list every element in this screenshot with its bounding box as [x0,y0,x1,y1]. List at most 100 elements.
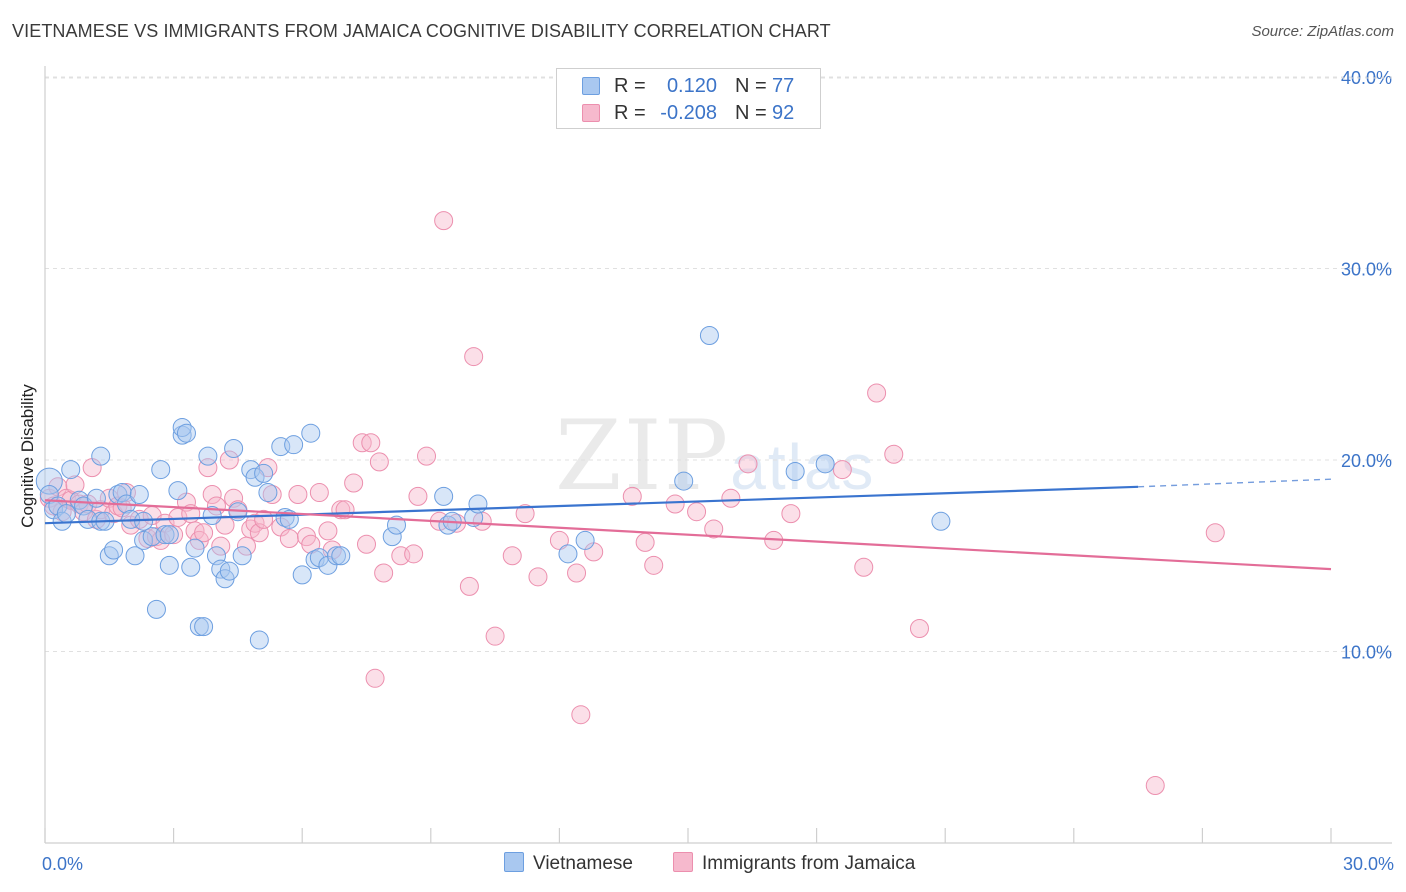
data-point-vietnamese [185,538,205,558]
y-axis-title: Cognitive Disability [18,384,37,528]
data-point-vietnamese [194,617,214,637]
data-point-jamaica [374,563,394,583]
data-point-vietnamese [91,446,111,466]
chart-title: VIETNAMESE VS IMMIGRANTS FROM JAMAICA CO… [12,21,831,41]
data-point-vietnamese [56,504,76,524]
data-point-vietnamese [224,439,244,459]
data-point-vietnamese [198,446,218,466]
data-point-jamaica [464,347,484,367]
data-point-vietnamese [254,463,274,483]
data-point-jamaica [1205,523,1225,543]
data-point-jamaica [832,460,852,480]
bottom-legend-jamaica: Immigrants from Jamaica [673,852,915,875]
data-point-vietnamese [189,617,209,637]
watermark-main: ZIP [555,400,731,512]
trendline-vietnamese-extension [1138,478,1332,488]
data-point-jamaica [854,557,874,577]
data-point-jamaica [194,523,214,543]
data-point-jamaica [309,483,329,503]
legend-r-label: R = [614,102,646,124]
data-point-jamaica [721,488,741,508]
data-point-vietnamese [575,530,595,550]
data-point-jamaica [417,446,437,466]
data-point-vietnamese [219,561,239,581]
watermark: ZIPatlas [555,400,875,512]
data-point-vietnamese [292,565,312,585]
data-point-jamaica [459,576,479,596]
data-point-vietnamese [382,527,402,547]
data-point-jamaica [635,532,655,552]
data-point-vietnamese [326,546,346,566]
data-point-vietnamese [125,546,145,566]
bottom-legend-swatch-jamaica [673,852,693,872]
data-point-vietnamese [146,599,166,619]
data-point-jamaica [884,444,904,464]
data-point-vietnamese [284,435,304,455]
data-point-jamaica [369,452,389,472]
data-point-vietnamese [249,630,269,650]
legend-r-label: R = [614,75,646,97]
data-point-vietnamese [104,540,124,560]
data-point-jamaica [318,521,338,541]
data-point-vietnamese [258,483,278,503]
x-tick-label: 30.0% [1343,854,1394,874]
data-point-jamaica [567,563,587,583]
data-point-jamaica [288,484,308,504]
legend-r-value: -0.208 [660,102,717,124]
data-point-vietnamese [159,555,179,575]
trendline-jamaica [44,499,1332,571]
data-point-jamaica [211,536,231,556]
legend-n-label: N = [735,75,767,97]
data-point-vietnamese [558,544,578,564]
legend-n-value: 92 [772,102,795,124]
data-point-jamaica [738,454,758,474]
bottom-legend-vietnamese: Vietnamese [504,852,633,875]
data-point-vietnamese [202,506,222,526]
data-point-jamaica [344,473,364,493]
data-point-vietnamese [86,488,106,508]
data-point-vietnamese [301,423,321,443]
data-point-jamaica [909,619,929,639]
data-point-vietnamese [176,423,196,443]
data-point-jamaica [65,475,85,495]
y-tick-label: 10.0% [1341,643,1392,663]
data-point-jamaica [515,504,535,524]
source-label: Source: ZipAtlas.com [1251,23,1394,40]
legend-swatch-jamaica [582,104,600,122]
data-point-jamaica [528,567,548,587]
data-point-jamaica [404,544,424,564]
legend-swatch-vietnamese [582,77,600,95]
bottom-legend-label-jamaica: Immigrants from Jamaica [702,853,916,874]
data-point-vietnamese [785,461,805,481]
y-tick-label: 20.0% [1341,451,1392,471]
data-point-vietnamese [168,481,188,501]
data-point-jamaica [434,211,454,231]
legend-n-label: N = [735,102,767,124]
bottom-legend-swatch-vietnamese [504,852,524,872]
data-point-jamaica [365,668,385,688]
data-point-vietnamese [331,546,351,566]
data-point-jamaica [408,486,428,506]
data-point-jamaica [622,486,642,506]
data-point-vietnamese [699,326,719,346]
data-point-vietnamese [129,484,149,504]
data-point-vietnamese [674,471,694,491]
data-point-vietnamese [931,511,951,531]
data-point-jamaica [704,519,724,539]
data-point-jamaica [781,504,801,524]
data-point-jamaica [361,433,381,453]
trendline-vietnamese [44,485,1139,525]
data-point-vietnamese [434,486,454,506]
data-point-vietnamese [468,494,488,514]
y-tick-label: 30.0% [1341,260,1392,280]
data-point-vietnamese [159,525,179,545]
data-point-jamaica [571,705,591,725]
x-tick-label: 0.0% [42,854,83,874]
data-point-jamaica [549,530,569,550]
data-point-jamaica [279,529,299,549]
data-point-jamaica [644,555,664,575]
data-point-vietnamese [151,460,171,480]
data-point-vietnamese [232,546,252,566]
data-point-vietnamese [61,460,81,480]
